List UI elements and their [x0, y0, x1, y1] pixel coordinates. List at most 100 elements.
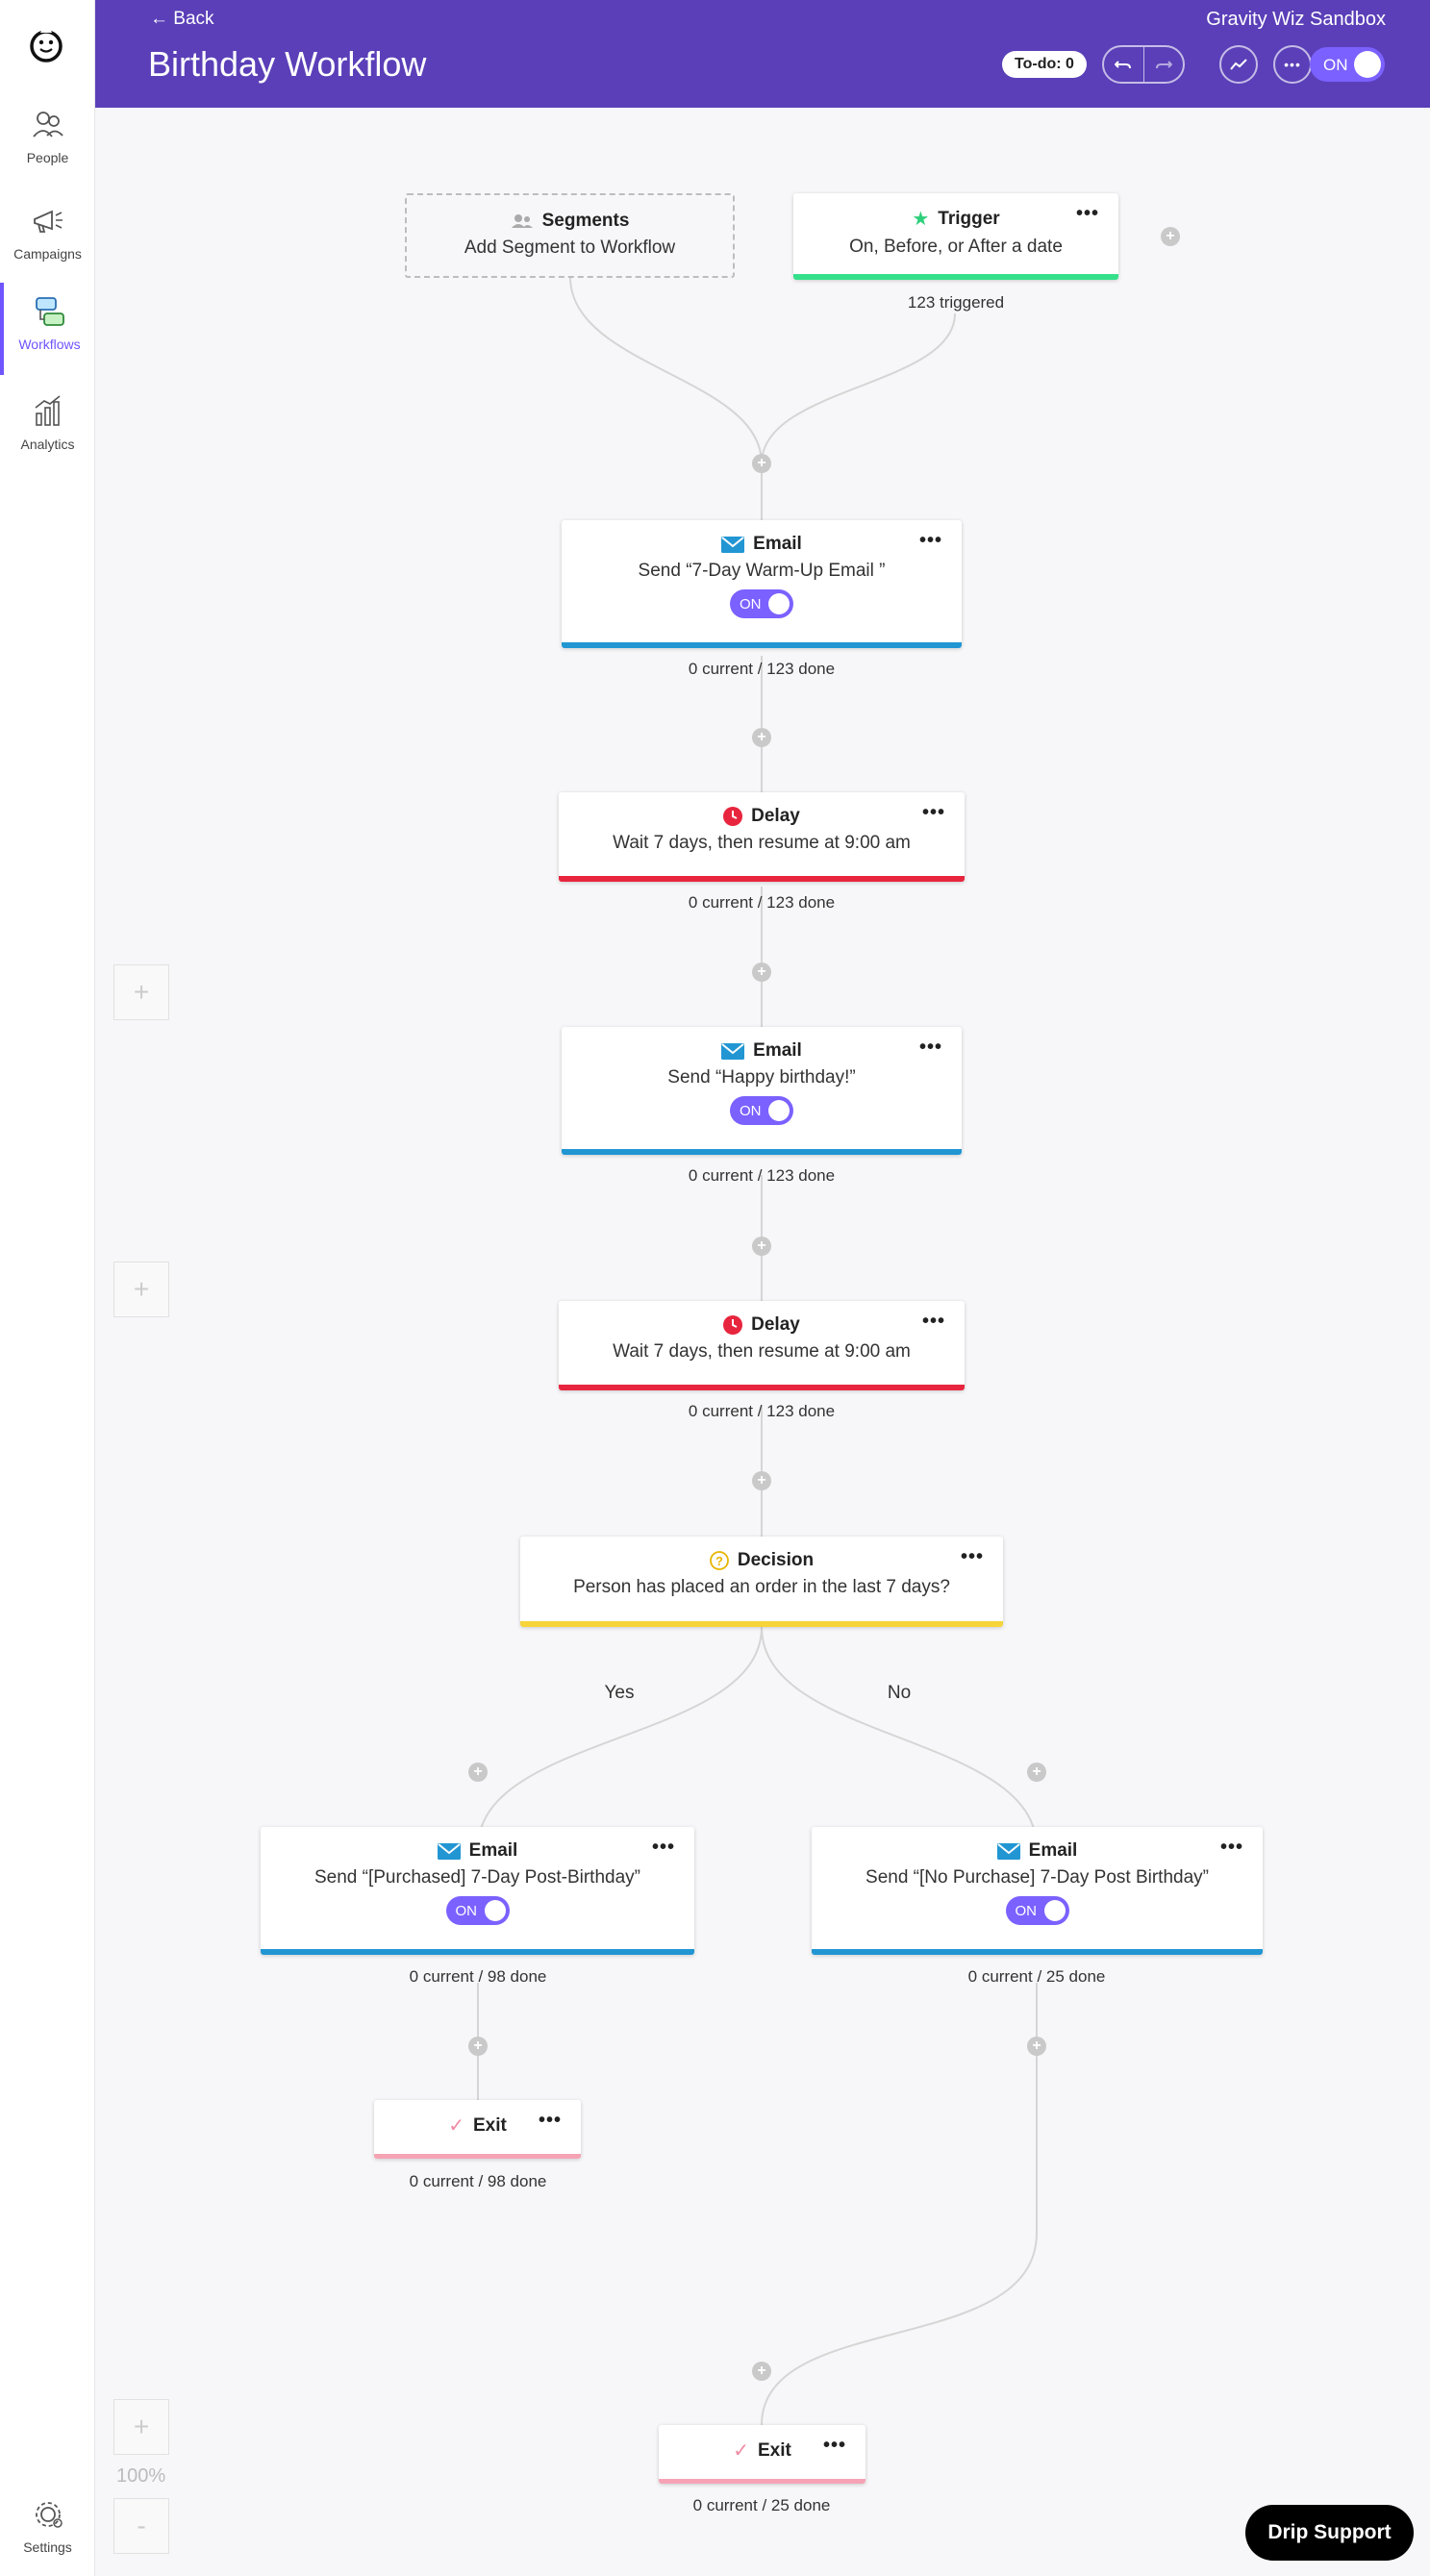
decision-menu-button[interactable]: •••: [960, 1546, 984, 1567]
sidebar-item-workflows[interactable]: Workflows: [0, 283, 95, 375]
add-step-button[interactable]: +: [752, 963, 771, 982]
add-step-button[interactable]: +: [752, 1471, 771, 1490]
svg-text:?: ?: [715, 1554, 723, 1568]
question-icon: ?: [709, 1551, 729, 1570]
email-menu-button[interactable]: •••: [651, 1837, 675, 1858]
people-icon: [32, 112, 63, 138]
redo-button[interactable]: [1144, 47, 1184, 82]
exit-step-card[interactable]: ✓ Exit •••: [659, 2425, 866, 2484]
email-status-bar: [562, 1149, 962, 1155]
email-on-toggle[interactable]: ON: [445, 1896, 510, 1925]
zoom-out-button[interactable]: -: [113, 2498, 169, 2554]
exit-step-card[interactable]: ✓ Exit •••: [374, 2100, 581, 2159]
add-step-button[interactable]: +: [1027, 2037, 1046, 2056]
sidebar-item-settings[interactable]: Settings: [0, 2486, 95, 2576]
connector-line: [761, 1626, 1038, 1849]
add-step-button[interactable]: +: [752, 454, 771, 473]
email-step-card[interactable]: Email Send “Happy birthday!” ON •••: [562, 1027, 962, 1155]
page-title: Birthday Workflow: [148, 44, 427, 84]
sidebar-item-label: People: [26, 150, 69, 165]
sidebar-item-people[interactable]: People: [0, 96, 95, 188]
email-step-header: Email: [562, 534, 962, 555]
exit-step-title: Exit: [472, 2114, 507, 2136]
add-step-button[interactable]: +: [752, 728, 771, 747]
trigger-status-bar: [793, 274, 1118, 280]
connector-line: [477, 1626, 763, 1849]
exit-step-stat: 0 current / 98 done: [409, 2172, 547, 2190]
email-menu-button[interactable]: •••: [918, 1037, 942, 1058]
sidebar-item-label: Campaigns: [13, 246, 82, 262]
back-link[interactable]: ← Back: [150, 9, 214, 30]
exit-menu-button[interactable]: •••: [822, 2435, 846, 2456]
add-node-button[interactable]: +: [113, 964, 169, 1020]
email-step-card[interactable]: Email Send “[No Purchase] 7-Day Post Bir…: [812, 1827, 1263, 1955]
add-step-button[interactable]: +: [1027, 1763, 1046, 1782]
email-step-card[interactable]: Email Send “[Purchased] 7-Day Post-Birth…: [261, 1827, 694, 1955]
redo-icon: [1155, 61, 1172, 69]
sidebar-item-label: Analytics: [20, 437, 75, 452]
delay-step-card[interactable]: Delay Wait 7 days, then resume at 9:00 a…: [559, 792, 965, 882]
sidebar-item-campaigns[interactable]: Campaigns: [0, 192, 95, 285]
trigger-menu-button[interactable]: •••: [1075, 203, 1099, 224]
sidebar-item-label: Workflows: [18, 337, 81, 352]
account-name[interactable]: Gravity Wiz Sandbox: [1206, 9, 1386, 30]
add-node-button[interactable]: +: [113, 1262, 169, 1317]
email-menu-button[interactable]: •••: [918, 530, 942, 551]
email-on-toggle[interactable]: ON: [1005, 1896, 1069, 1925]
star-icon: ★: [912, 209, 930, 230]
sidebar-item-analytics[interactable]: Analytics: [0, 383, 95, 475]
zoom-in-button[interactable]: +: [113, 2399, 169, 2455]
delay-step-subtitle: Wait 7 days, then resume at 9:00 am: [613, 1341, 911, 1362]
toggle-label: ON: [455, 1903, 478, 1919]
add-step-button[interactable]: +: [468, 2037, 488, 2056]
trigger-subtitle: On, Before, or After a date: [849, 237, 1063, 257]
delay-status-bar: [559, 1385, 965, 1390]
exit-menu-button[interactable]: •••: [538, 2110, 562, 2131]
email-step-card[interactable]: Email Send “7-Day Warm-Up Email ” ON •••: [562, 520, 962, 648]
trigger-title: Trigger: [938, 208, 1000, 229]
drip-support-button[interactable]: Drip Support: [1245, 2505, 1414, 2561]
email-step-subtitle: Send “7-Day Warm-Up Email ”: [638, 561, 886, 581]
gear-icon: [35, 2502, 63, 2528]
email-on-toggle[interactable]: ON: [730, 1096, 793, 1125]
todo-badge[interactable]: To-do: 0: [1002, 51, 1087, 78]
toggle-knob: [1043, 1900, 1066, 1921]
add-step-button[interactable]: +: [752, 2362, 771, 2381]
delay-menu-button[interactable]: •••: [921, 1311, 945, 1332]
email-step-stat: 0 current / 98 done: [409, 1967, 547, 1986]
trigger-card[interactable]: ★ Trigger On, Before, or After a date ••…: [793, 193, 1118, 280]
workflows-icon: [35, 297, 64, 326]
workflow-on-toggle[interactable]: ON: [1310, 47, 1385, 82]
add-step-button[interactable]: +: [468, 1763, 488, 1782]
zoom-level: 100%: [116, 2465, 166, 2487]
email-step-header: Email: [812, 1840, 1263, 1862]
add-trigger-button[interactable]: +: [1161, 227, 1180, 246]
undo-button[interactable]: [1104, 47, 1144, 82]
delay-step-header: Delay: [559, 1314, 965, 1336]
more-options-button[interactable]: •••: [1273, 45, 1312, 84]
add-step-button[interactable]: +: [752, 1237, 771, 1256]
email-on-toggle[interactable]: ON: [730, 589, 793, 618]
email-menu-button[interactable]: •••: [1219, 1837, 1243, 1858]
email-status-bar: [812, 1949, 1263, 1955]
exit-status-bar: [659, 2479, 866, 2484]
envelope-icon: [437, 1842, 461, 1860]
exit-step-header: ✓ Exit: [659, 2438, 866, 2463]
drip-logo[interactable]: [21, 17, 71, 67]
segments-card[interactable]: Segments Add Segment to Workflow: [405, 193, 735, 278]
analytics-button[interactable]: [1219, 45, 1258, 84]
delay-step-card[interactable]: Delay Wait 7 days, then resume at 9:00 a…: [559, 1301, 965, 1390]
segments-subtitle: Add Segment to Workflow: [464, 238, 676, 258]
check-icon: ✓: [448, 2115, 464, 2137]
connector-line: [569, 276, 763, 464]
delay-step-stat: 0 current / 123 done: [688, 893, 836, 912]
email-step-stat: 0 current / 25 done: [967, 1967, 1106, 1986]
header-bar: ← Back Birthday Workflow Gravity Wiz San…: [95, 0, 1430, 108]
decision-step-card[interactable]: ? Decision Person has placed an order in…: [520, 1537, 1003, 1627]
delay-menu-button[interactable]: •••: [921, 802, 945, 823]
toggle-label: ON: [1323, 56, 1348, 74]
email-step-title: Email: [753, 1040, 802, 1061]
exit-status-bar: [374, 2154, 581, 2159]
email-step-subtitle: Send “[Purchased] 7-Day Post-Birthday”: [314, 1867, 640, 1888]
workflow-canvas[interactable]: Segments Add Segment to Workflow ★ Trigg…: [95, 108, 1430, 2576]
